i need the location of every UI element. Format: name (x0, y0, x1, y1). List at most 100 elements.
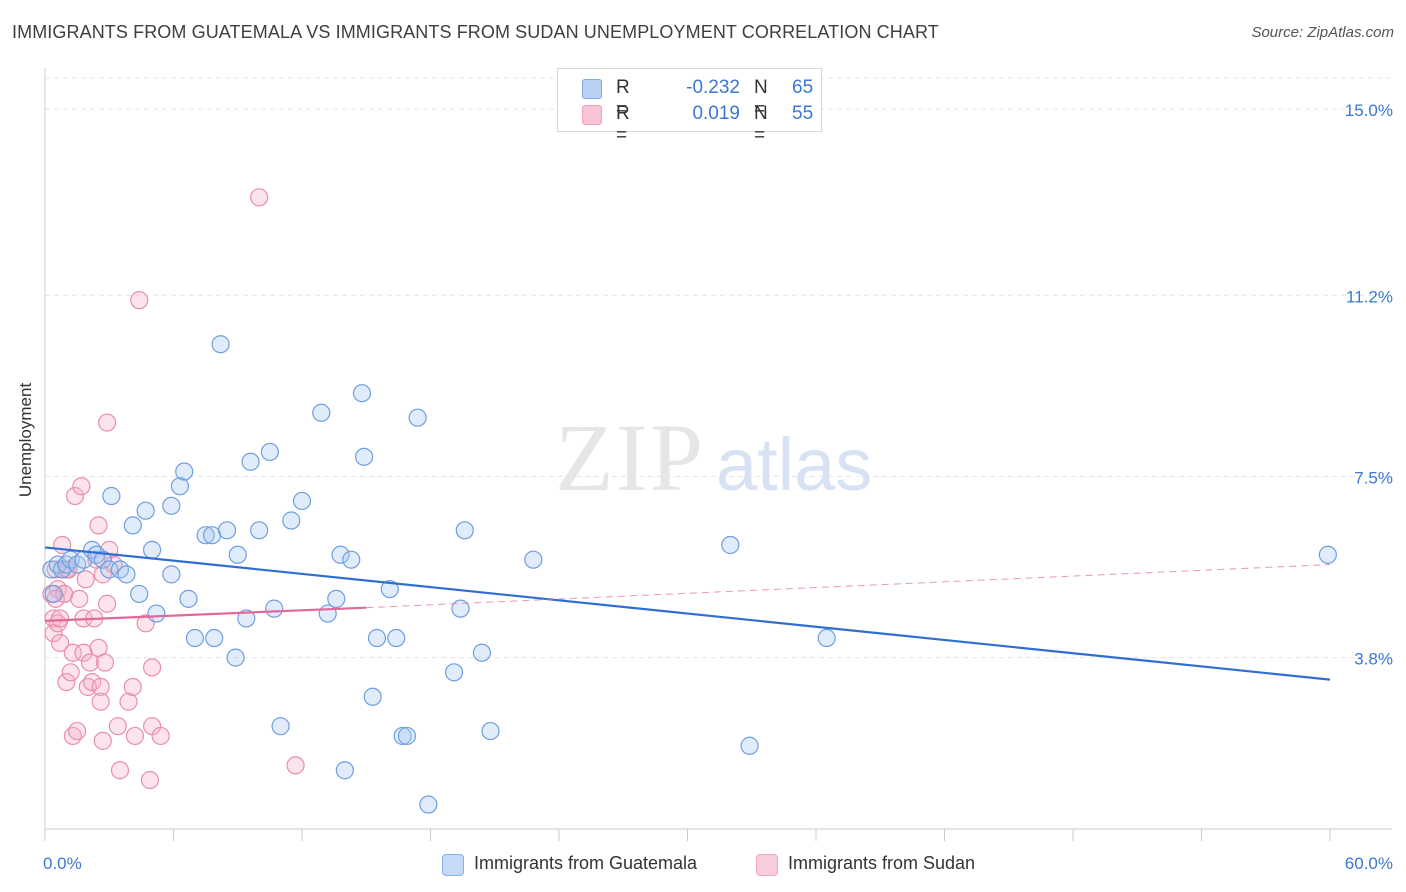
bottom-legend-label-guatemala: Immigrants from Guatemala (474, 853, 698, 873)
guatemala-point (260, 442, 279, 462)
guatemala-point (185, 628, 205, 648)
legend-r-label: R = (616, 103, 630, 146)
guatemala-point (444, 663, 464, 682)
sudan-point (68, 721, 87, 741)
x-tick-label: 0.0% (43, 854, 82, 873)
guatemala-point (179, 589, 198, 608)
watermark-atlas: atlas (716, 423, 872, 506)
bottom-legend-swatch-sudan (756, 854, 778, 876)
guatemala-point (162, 565, 181, 584)
guatemala-point (282, 511, 301, 530)
guatemala-point (318, 604, 337, 623)
guatemala-point (352, 384, 372, 403)
axis-layer (44, 68, 1392, 841)
guatemala-point (472, 643, 491, 662)
sudan-point (93, 731, 112, 750)
guatemala-point (170, 477, 190, 496)
sudan-point (89, 516, 108, 535)
guatemala-point (397, 726, 417, 746)
guatemala-point (524, 550, 543, 569)
guatemala-point (363, 687, 382, 706)
guatemala-point (241, 452, 260, 471)
sudan-point (80, 653, 100, 672)
sudan-point (91, 677, 110, 697)
guatemala-point (211, 335, 230, 354)
legend-swatch-sudan (582, 105, 602, 125)
legend-n-label: N = (754, 103, 768, 146)
guatemala-point (740, 736, 759, 755)
sudan-point (108, 717, 127, 736)
y-tick-label: 11.2% (1346, 287, 1393, 306)
y-tick-label: 7.5% (1354, 468, 1393, 487)
y-tick-label: 3.8% (1354, 650, 1393, 669)
chart-title: IMMIGRANTS FROM GUATEMALA VS IMMIGRANTS … (12, 22, 939, 42)
guatemala-point (217, 521, 237, 540)
sudan-point (91, 692, 110, 711)
guatemala-point (196, 526, 215, 545)
correlation-legend: R = -0.232 N = 65 R = 0.019 N = 55 (557, 68, 822, 146)
guatemala-point (292, 491, 312, 511)
sudan-point (63, 643, 82, 662)
legend-r-value: -0.232 (686, 77, 740, 98)
sudan-point (151, 726, 170, 746)
guatemala-point (130, 584, 149, 604)
watermark: ZIP atlas (555, 404, 872, 511)
legend-n-label: N = (754, 77, 768, 120)
sudan-point (76, 570, 95, 589)
sudan-point (50, 633, 70, 653)
guatemala-point (721, 535, 740, 555)
points-layer (42, 188, 1337, 814)
guatemala-point (342, 550, 361, 569)
guatemala-point (237, 609, 256, 628)
guatemala-point (147, 604, 166, 623)
guatemala-point (271, 717, 290, 736)
guatemala-point (355, 447, 374, 466)
guatemala-point (228, 545, 247, 564)
guatemala-point (367, 628, 387, 648)
sudan-trend-line-dashed (366, 564, 1331, 609)
sudan-point (95, 653, 115, 672)
legend-r-value: 0.019 (692, 103, 740, 124)
guatemala-point (117, 565, 136, 584)
sudan-point (61, 663, 80, 682)
guatemala-point (419, 795, 438, 814)
guatemala-point (817, 628, 836, 648)
sudan-point (57, 672, 76, 692)
sudan-point (83, 672, 102, 692)
legend-n-value: 55 (792, 103, 814, 124)
sudan-point (142, 658, 162, 677)
guatemala-point (44, 584, 63, 604)
watermark-zip: ZIP (555, 404, 705, 511)
sudan-point (50, 609, 70, 628)
sudan-point (123, 677, 142, 697)
sudan-point (98, 594, 117, 613)
sudan-point (130, 291, 149, 310)
guatemala-point (142, 540, 162, 559)
guatemala-point (123, 516, 142, 535)
guatemala-point (455, 521, 474, 540)
guatemala-point (205, 628, 224, 648)
guatemala-point (327, 589, 346, 608)
bottom-legend-swatch-guatemala (442, 854, 464, 876)
guatemala-point (100, 560, 119, 579)
guatemala-point (250, 521, 269, 540)
sudan-point (286, 756, 305, 775)
sudan-point (70, 589, 89, 608)
guatemala-trend-line (44, 546, 1331, 681)
guatemala-point (393, 726, 412, 746)
trend-layer (44, 546, 1331, 681)
sudan-point (98, 413, 117, 432)
guatemala-point (387, 628, 406, 648)
grid-layer (45, 77, 1392, 659)
guatemala-point (481, 721, 500, 741)
guatemala-point (1318, 545, 1337, 564)
sudan-point (250, 188, 269, 207)
sudan-point (140, 770, 160, 790)
guatemala-point (408, 408, 427, 427)
sudan-point (110, 761, 130, 780)
tick-labels: 3.8% 7.5% 11.2% 15.0% 0.0% 60.0% (43, 101, 1393, 873)
x-tick-label: 60.0% (1345, 854, 1393, 873)
sudan-trend-line (44, 606, 367, 622)
guatemala-point (451, 599, 470, 618)
